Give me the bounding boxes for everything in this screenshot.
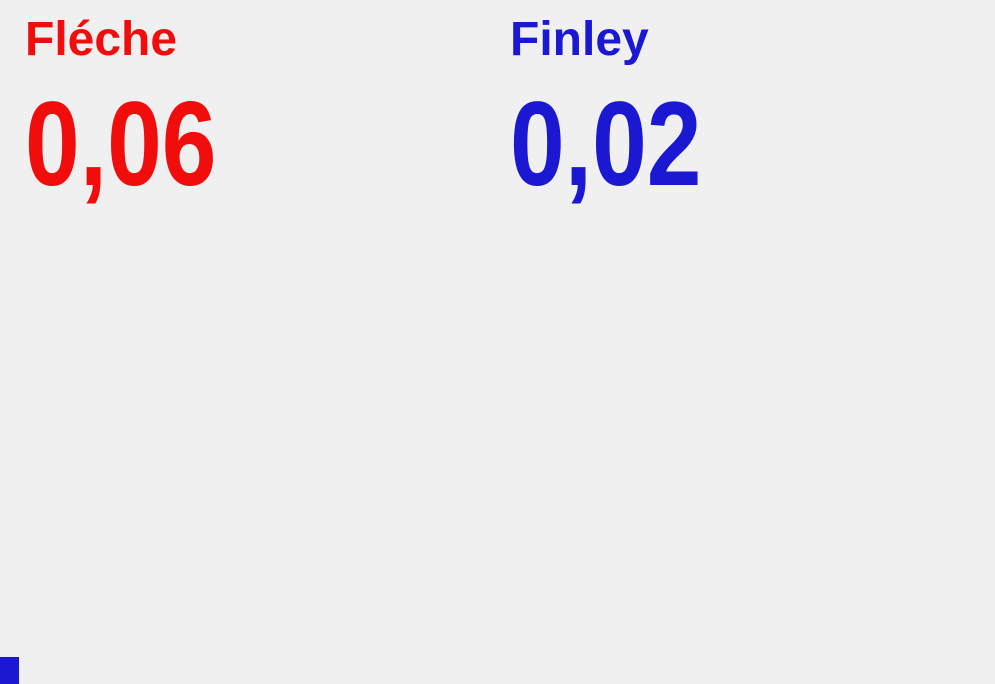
- player-name-fleche: Fléche: [25, 13, 178, 66]
- player-score-fleche: 0,06: [25, 77, 217, 211]
- player-score-finley: 0,02: [510, 77, 702, 211]
- blue-square-sprite: [0, 657, 19, 684]
- player-name-finley: Finley: [510, 13, 649, 66]
